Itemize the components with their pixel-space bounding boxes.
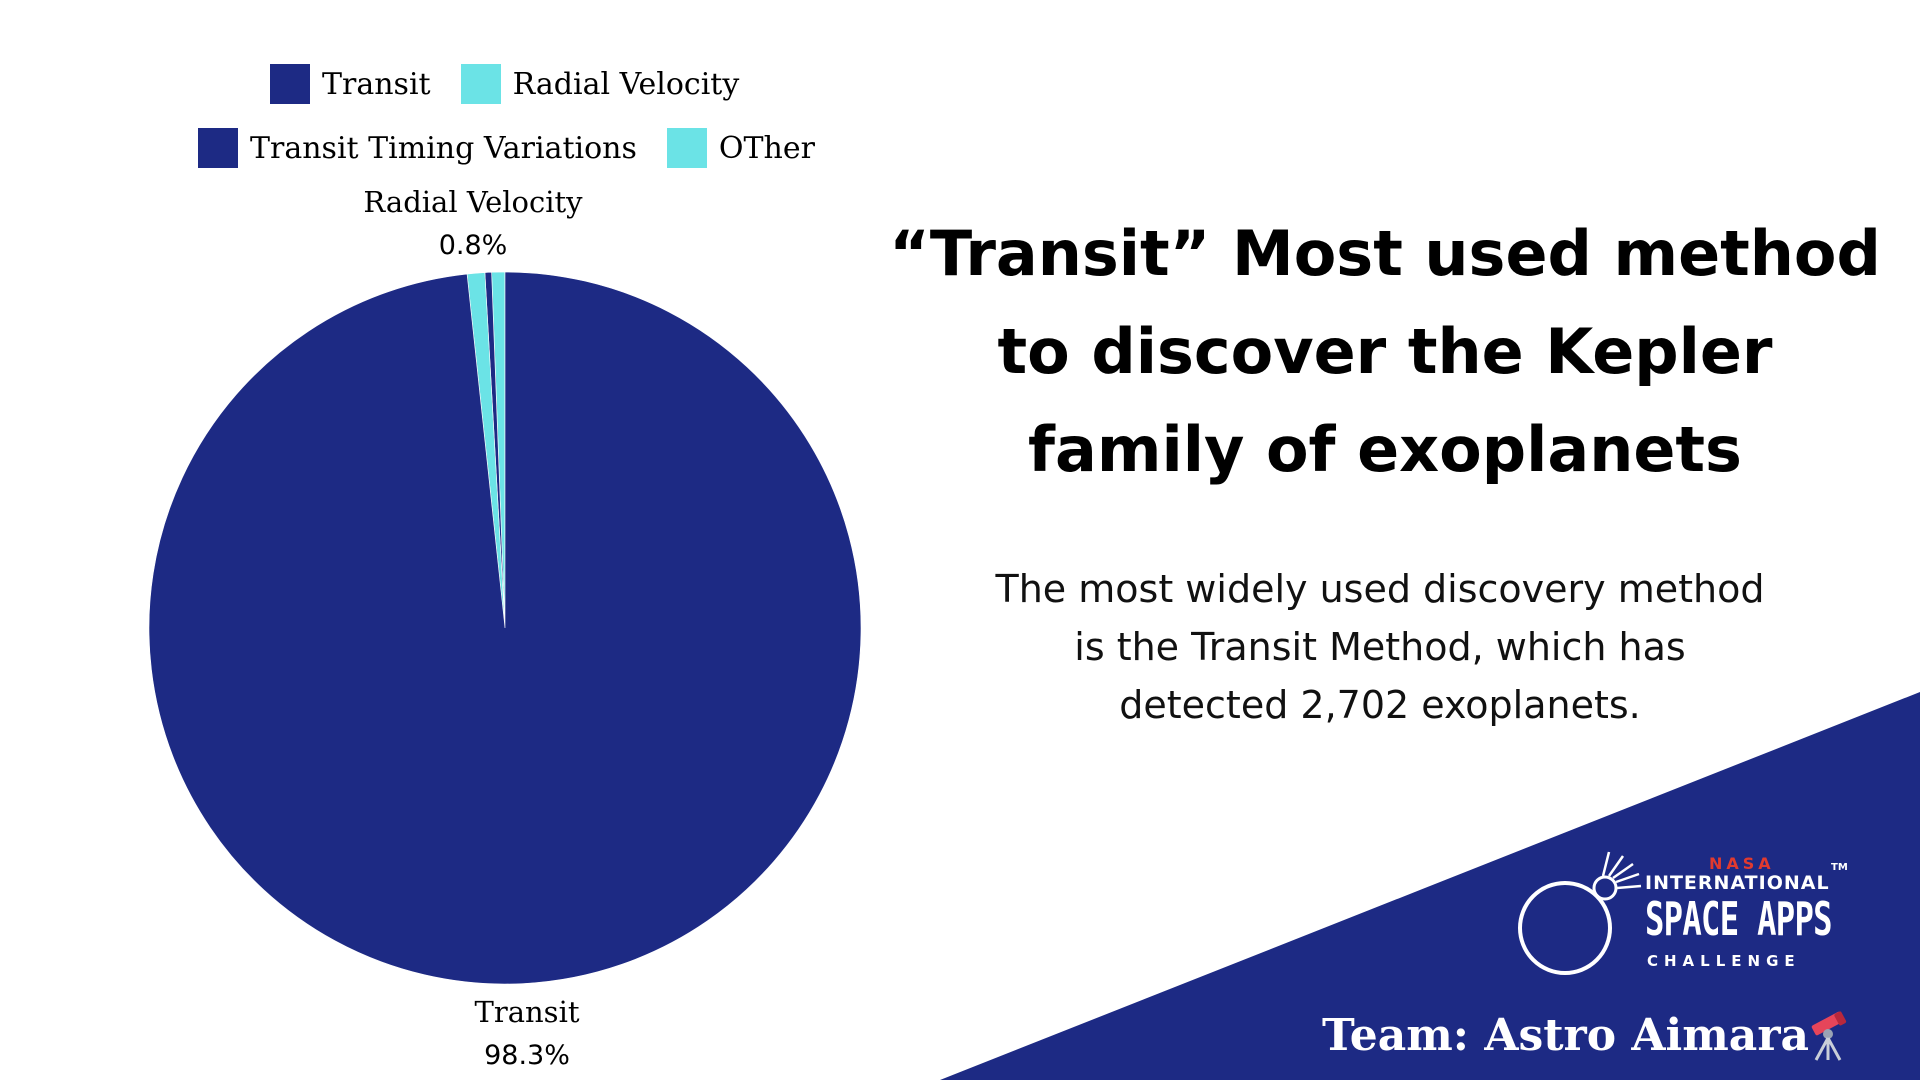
telescope-icon bbox=[1811, 1011, 1847, 1061]
legend-item-transit: Transit bbox=[270, 64, 431, 104]
slice-label-transit-name: Transit bbox=[474, 995, 580, 1029]
legend-swatch-transit bbox=[270, 64, 310, 104]
legend-swatch-radial-velocity bbox=[460, 64, 501, 104]
legend-item-other: OTher bbox=[666, 128, 815, 168]
legend-label-ttv: Transit Timing Variations bbox=[250, 130, 637, 166]
logo-international: INTERNATIONAL bbox=[1645, 872, 1830, 894]
logo-nasa: NASA bbox=[1709, 854, 1775, 873]
legend-swatch-other bbox=[666, 128, 707, 168]
slice-label-transit-value: 98.3% bbox=[484, 1040, 570, 1071]
logo-tm: TM bbox=[1831, 862, 1848, 873]
space-apps-emblem-icon bbox=[1518, 851, 1642, 975]
slice-label-transit: Transit 98.3% bbox=[475, 990, 580, 1078]
slice-label-radial-velocity: Radial Velocity 0.8% bbox=[363, 180, 582, 268]
headline-line-2: to discover the Kepler bbox=[997, 315, 1773, 388]
description: The most widely used discovery method is… bbox=[930, 560, 1830, 734]
legend-item-radial-velocity: Radial Velocity bbox=[460, 64, 740, 104]
description-line-2: is the Transit Method, which has bbox=[1074, 625, 1686, 669]
slice-label-radial-velocity-name: Radial Velocity bbox=[363, 185, 583, 219]
pie-slice-transit bbox=[148, 271, 862, 985]
space-apps-logo: NASA INTERNATIONAL TM SPACE APPS CHALLEN… bbox=[1505, 848, 1848, 978]
slice-label-radial-velocity-value: 0.8% bbox=[438, 230, 508, 261]
legend-row-1: Transit Radial Velocity bbox=[270, 64, 769, 104]
page-title: “Transit” Most used method to discover t… bbox=[880, 205, 1890, 499]
description-line-3: detected 2,702 exoplanets. bbox=[1119, 683, 1641, 727]
team-name: Team: Astro Aimara bbox=[1322, 1010, 1810, 1061]
legend-row-2: Transit Timing Variations OTher bbox=[198, 128, 845, 168]
legend-label-other: OTher bbox=[718, 130, 815, 166]
headline-line-1: “Transit” Most used method bbox=[889, 217, 1881, 290]
headline-line-3: family of exoplanets bbox=[1028, 413, 1742, 486]
legend-item-ttv: Transit Timing Variations bbox=[198, 128, 637, 168]
description-line-1: The most widely used discovery method bbox=[995, 567, 1765, 611]
logo-space-apps: SPACE APPS bbox=[1645, 892, 1833, 946]
legend-label-transit: Transit bbox=[322, 66, 431, 102]
legend-swatch-ttv bbox=[198, 128, 238, 168]
legend-label-radial-velocity: Radial Velocity bbox=[512, 66, 740, 102]
logo-challenge: CHALLENGE bbox=[1647, 952, 1801, 970]
